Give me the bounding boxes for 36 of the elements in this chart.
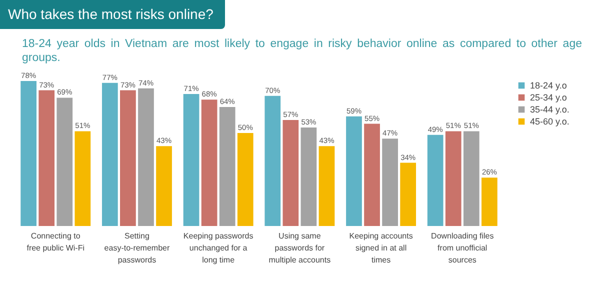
bar: [318, 146, 335, 226]
x-tick-label: Keeping passwords unchanged for a long time: [183, 232, 254, 264]
x-tick-label: Keeping accounts signed in at all times: [349, 232, 413, 264]
bar: [400, 162, 416, 226]
bar: [56, 98, 73, 226]
legend-label: 18-24 y.o: [530, 80, 567, 90]
x-tick-label: Using same passwords for multiple accounts: [268, 232, 331, 264]
bar: [237, 133, 254, 226]
x-tick-label: Setting easy-to-remember passwords: [104, 232, 170, 264]
bar: [445, 131, 462, 226]
bar: [138, 88, 154, 226]
legend-label: 45-60 y.o.: [530, 116, 570, 126]
legend-label: 35-44 y.o.: [530, 104, 570, 114]
bar: [300, 127, 317, 226]
bar: [38, 90, 55, 226]
bar: [183, 94, 200, 226]
bar: [346, 116, 362, 226]
x-tick-label: Connecting to free public Wi-Fi: [26, 232, 85, 252]
bar: [120, 90, 136, 226]
bar: [282, 120, 299, 226]
chart-title: Who takes the most risks online?: [0, 0, 226, 29]
bar: [482, 178, 498, 226]
legend-label: 25-34 y.o: [530, 92, 567, 102]
x-tick-label: Downloading files from unofficial sources: [431, 232, 494, 264]
bar: [382, 138, 398, 226]
chart-subtitle: 18-24 year olds in Vietnam are most likely to engage in risky behavior online as compared to other age groups.: [22, 37, 582, 65]
bar: [156, 146, 172, 226]
bar: [219, 107, 236, 226]
bar: [264, 96, 281, 226]
bar: [463, 131, 480, 226]
bar: [201, 100, 218, 226]
bar: [364, 124, 380, 226]
bar: [102, 82, 118, 226]
bar: [20, 81, 36, 226]
bar: [74, 131, 91, 226]
bar: [427, 134, 444, 226]
